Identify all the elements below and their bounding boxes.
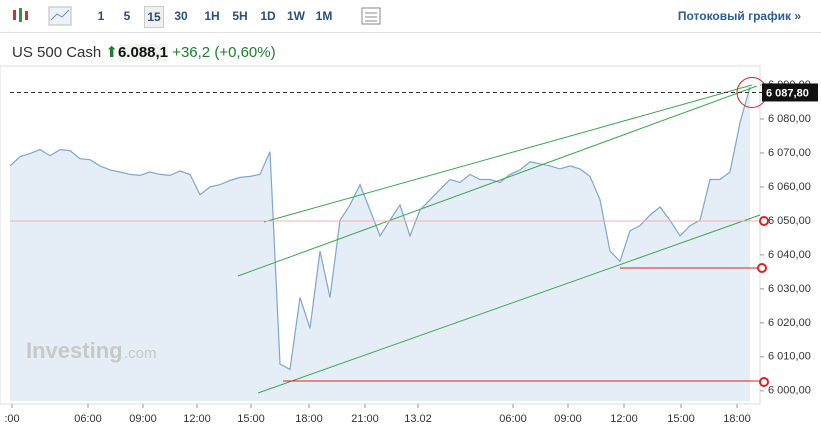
interval-button[interactable]: 15: [144, 6, 164, 28]
x-tick-label: 09:00: [129, 413, 157, 425]
y-tick-label: 6 000,00: [768, 385, 811, 397]
level-handle: [759, 377, 769, 387]
x-tick-label: 15:00: [237, 413, 265, 425]
interval-button[interactable]: 1D: [260, 9, 276, 23]
y-tick-label: 6 040,00: [768, 249, 811, 261]
area-icon[interactable]: [46, 0, 76, 32]
level-handle: [759, 216, 769, 226]
up-arrow: ⬆: [105, 44, 118, 61]
y-tick-label: 6 020,00: [768, 317, 811, 329]
last-price-box: [762, 83, 818, 102]
trend-line: [257, 214, 761, 394]
x-tick-label: 18:00: [295, 413, 323, 425]
x-tick-label: 06:00: [499, 413, 527, 425]
symbol: US 500 Cash: [12, 44, 102, 61]
interval-button[interactable]: 1: [97, 9, 105, 23]
y-tick-label: 6 070,00: [768, 147, 811, 159]
watermark: Investing: [26, 338, 123, 363]
x-tick-label: 15:00: [667, 413, 695, 425]
x-tick-label: :00: [4, 413, 19, 425]
interval-button[interactable]: 5: [123, 9, 131, 23]
x-tick-label: 06:00: [74, 413, 102, 425]
y-tick-label: 6 010,00: [768, 351, 811, 363]
streaming-link[interactable]: Потоковый график »: [677, 9, 801, 23]
plot-border: [0, 65, 761, 405]
x-tick-label: 21:00: [351, 413, 379, 425]
interval-button[interactable]: 5H: [232, 9, 248, 23]
candle-icon[interactable]: [8, 0, 48, 32]
interval-button[interactable]: 1W: [287, 9, 305, 23]
y-tick-label: 6 030,00: [768, 283, 811, 295]
y-tick-label: 6 080,00: [768, 113, 811, 125]
level-handle: [757, 263, 767, 273]
interval-button[interactable]: 30: [174, 9, 188, 23]
trend-line: [237, 85, 758, 277]
table-icon[interactable]: [360, 0, 384, 32]
quote-header: US 500 Cash ⬆6.088,1 +36,2 (+0,60%): [12, 43, 276, 61]
change: +36,2: [172, 44, 211, 61]
y-tick-label: 6 060,00: [768, 181, 811, 193]
change-pct: (+0,60%): [214, 44, 276, 61]
y-tick-label: 6 050,00: [768, 215, 811, 227]
interval-button[interactable]: 1M: [315, 9, 333, 23]
trend-line: [263, 84, 753, 223]
watermark-suffix: .com: [124, 345, 157, 362]
x-tick-label: 12:00: [183, 413, 211, 425]
price: 6.088,1: [117, 44, 169, 61]
interval-button[interactable]: 1H: [204, 9, 220, 23]
last-price-label: 6 087,80: [766, 87, 809, 99]
x-tick-label: 18:00: [723, 413, 751, 425]
toolbar: 1 5 15 30 1H 5H 1D 1W 1M Потоковый график »: [0, 0, 821, 33]
x-tick-label: 12:00: [610, 413, 638, 425]
area: [10, 87, 750, 401]
x-tick-label: 13.02: [404, 413, 432, 425]
line: [9, 86, 751, 371]
x-tick-label: 09:00: [554, 413, 582, 425]
